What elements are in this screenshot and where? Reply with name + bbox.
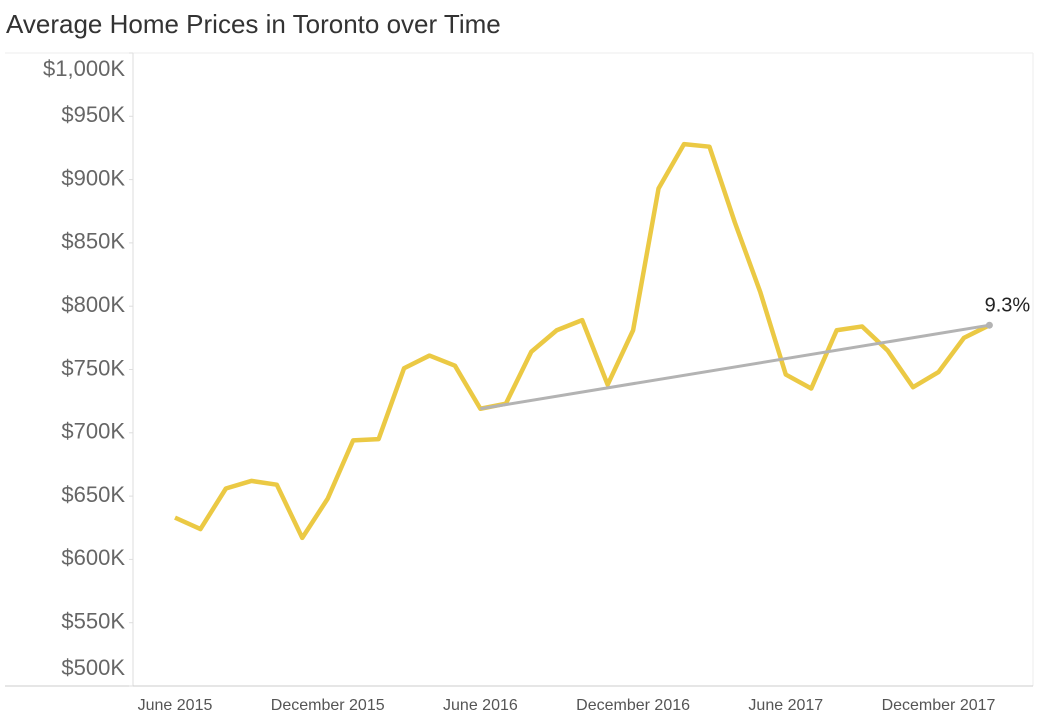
y-tick-label: $550K (61, 609, 125, 634)
x-tick-label: December 2016 (576, 697, 690, 714)
y-tick-label: $600K (61, 545, 125, 570)
x-tick-label: June 2017 (748, 697, 823, 714)
y-tick-label: $650K (61, 482, 125, 507)
x-tick-label: December 2017 (882, 697, 996, 714)
y-tick-label: $750K (61, 355, 125, 380)
trend-end (985, 321, 993, 329)
y-tick-label: $800K (61, 292, 125, 317)
y-tick-label: $900K (61, 165, 125, 190)
y-tick-label: $850K (61, 229, 125, 254)
chart-title: Average Home Prices in Toronto over Time (6, 9, 501, 39)
y-tick-label: $950K (61, 102, 125, 127)
y-tick-label: $700K (61, 419, 125, 444)
y-tick-label: $500K (61, 655, 125, 680)
x-tick-label: June 2016 (443, 697, 518, 714)
y-tick-label: $1,000K (43, 56, 125, 81)
price-line (174, 141, 991, 541)
trend-label: 9.3% (985, 294, 1031, 316)
x-tick-label: June 2015 (138, 697, 213, 714)
x-tick-label: December 2015 (271, 697, 385, 714)
trend-line (480, 323, 990, 411)
